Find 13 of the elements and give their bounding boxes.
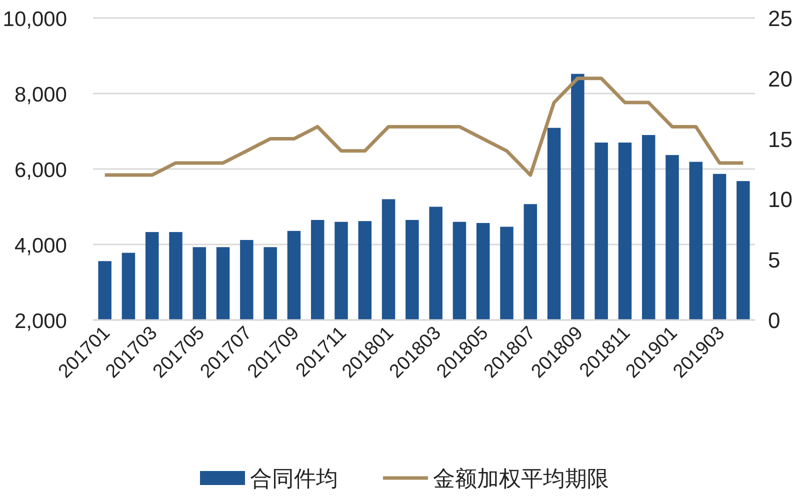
y2-tick-label: 15 (768, 126, 792, 152)
y2-tick-label: 20 (768, 66, 792, 92)
line-series (103, 76, 745, 177)
legend-label: 金额加权平均期限 (433, 466, 609, 491)
y2-tick-label: 5 (768, 248, 780, 273)
y-tick-label: 6,000 (14, 159, 67, 182)
y2-tick-label: 0 (768, 308, 780, 333)
y-tick-label: 10,000 (2, 8, 67, 31)
y2-tick-label: 10 (768, 187, 792, 212)
legend-label: 合同件均 (250, 466, 338, 491)
y2-tick-label: 25 (768, 6, 792, 31)
y-tick-label: 4,000 (14, 234, 67, 258)
y-tick-label: 8,000 (14, 84, 67, 106)
